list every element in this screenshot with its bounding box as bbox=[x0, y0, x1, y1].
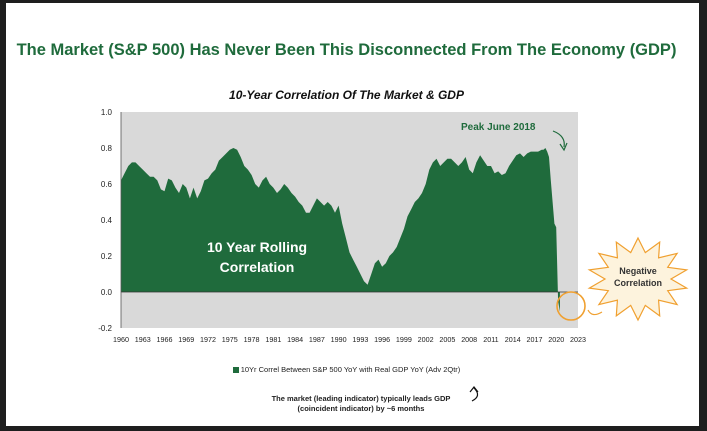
x-tick-label: 1960 bbox=[113, 335, 129, 344]
x-tick-label: 1978 bbox=[244, 335, 260, 344]
x-tick-label: 2023 bbox=[570, 335, 586, 344]
rolling-label-line-1: 10 Year Rolling bbox=[206, 239, 308, 255]
negative-arrow bbox=[587, 309, 603, 316]
y-tick-label: 0.2 bbox=[101, 252, 113, 261]
x-tick-label: 1981 bbox=[265, 335, 281, 344]
footnote-arrowhead bbox=[469, 386, 479, 393]
chart-title: 10-Year Correlation Of The Market & GDP bbox=[229, 88, 464, 102]
starburst-callout bbox=[587, 236, 689, 322]
rolling-correlation-label: 10 Year Rolling Correlation bbox=[182, 237, 332, 277]
x-tick-label: 1975 bbox=[222, 335, 238, 344]
x-tick-label: 2020 bbox=[548, 335, 564, 344]
area-layer bbox=[121, 148, 560, 312]
footnote: The market (leading indicator) typically… bbox=[256, 394, 466, 414]
y-tick-label: -0.2 bbox=[98, 324, 112, 333]
x-tick-label: 2002 bbox=[418, 335, 434, 344]
legend-label: 10Yr Correl Between S&P 500 YoY with Rea… bbox=[240, 365, 461, 374]
y-tick-label: 0.0 bbox=[101, 288, 113, 297]
negative-label-line-2: Correlation bbox=[613, 278, 662, 288]
peak-arrow bbox=[552, 130, 565, 148]
x-tick-label: 2011 bbox=[483, 335, 498, 344]
page-title: The Market (S&P 500) Has Never Been This… bbox=[16, 41, 677, 59]
footnote-line-2: (coincident indicator) by ~6 months bbox=[297, 404, 425, 413]
y-tick-label: 1.0 bbox=[101, 108, 113, 117]
x-tick-label: 1969 bbox=[178, 335, 194, 344]
x-tick-label: 1993 bbox=[352, 335, 368, 344]
series-area-0 bbox=[121, 148, 560, 312]
rolling-label-line-2: Correlation bbox=[219, 259, 295, 275]
peak-annotation: Peak June 2018 bbox=[461, 122, 536, 133]
x-tick-label: 2014 bbox=[505, 335, 521, 344]
x-tick-label: 1984 bbox=[287, 335, 303, 344]
x-tick-label: 1999 bbox=[396, 335, 412, 344]
footnote-line-1: The market (leading indicator) typically… bbox=[271, 394, 451, 403]
x-tick-label: 2008 bbox=[461, 335, 477, 344]
callout-layer bbox=[469, 130, 689, 402]
legend-swatch bbox=[232, 367, 239, 374]
x-tick-label: 2017 bbox=[526, 335, 542, 344]
x-tick-label: 1966 bbox=[157, 335, 173, 344]
y-tick-label: 0.4 bbox=[101, 216, 113, 225]
x-tick-label: 1972 bbox=[200, 335, 216, 344]
negative-highlight-circle bbox=[556, 291, 586, 321]
y-tick-label: 0.6 bbox=[101, 180, 113, 189]
legend: 10Yr Correl Between S&P 500 YoY with Rea… bbox=[0, 365, 693, 374]
y-tick-label: 0.8 bbox=[101, 144, 113, 153]
x-tick-label: 2005 bbox=[439, 335, 455, 344]
x-tick-label: 1987 bbox=[309, 335, 325, 344]
peak-arrowhead bbox=[559, 142, 568, 152]
negative-label-line-1: Negative bbox=[619, 266, 657, 276]
x-tick-label: 1996 bbox=[374, 335, 390, 344]
negative-correlation-label: Negative Correlation bbox=[598, 265, 678, 289]
x-tick-label: 1990 bbox=[331, 335, 347, 344]
x-tick-label: 1963 bbox=[135, 335, 151, 344]
